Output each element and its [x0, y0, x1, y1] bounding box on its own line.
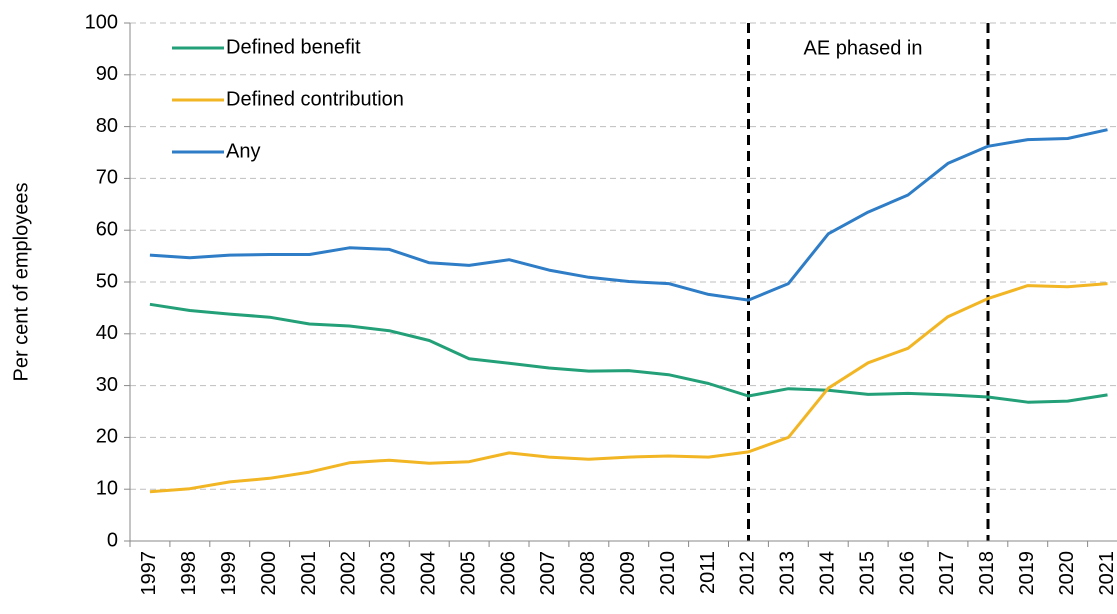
y-tick-label: 0	[107, 529, 118, 551]
x-tick-label: 2007	[537, 551, 559, 596]
y-tick-label: 80	[96, 115, 118, 137]
x-tick-label: 2015	[856, 551, 878, 596]
x-tick-label: 2008	[577, 551, 599, 596]
legend-label: Defined contribution	[226, 88, 404, 110]
series-line	[149, 302, 1108, 404]
legend-label: Defined benefit	[226, 36, 361, 58]
series-line	[149, 282, 1108, 494]
y-tick-label: 30	[96, 374, 118, 396]
y-tick-label: 40	[96, 322, 118, 344]
x-tick-label: 2001	[298, 551, 320, 596]
x-tick-label: 2005	[457, 551, 479, 596]
x-tick-label: 2017	[936, 551, 958, 596]
y-tick-label: 100	[85, 11, 118, 33]
y-axis-label: Per cent of employees	[10, 183, 32, 382]
x-tick-label: 2004	[418, 551, 440, 596]
y-tick-label: 70	[96, 167, 118, 189]
y-tick-label: 90	[96, 63, 118, 85]
x-tick-label: 2011	[697, 551, 719, 594]
x-tick-label: 2014	[817, 551, 839, 596]
x-tick-label: 2019	[1016, 551, 1038, 596]
x-tick-label: 2009	[617, 551, 639, 596]
annotation: AE phased in	[804, 37, 923, 59]
x-tick-label: 2018	[976, 551, 998, 596]
series-line	[149, 128, 1108, 302]
x-tick-label: 2000	[258, 551, 280, 596]
y-tick-label: 60	[96, 218, 118, 240]
y-tick-label: 10	[96, 477, 118, 499]
x-tick-label: 1998	[178, 551, 200, 596]
x-tick-label: 2012	[737, 551, 759, 596]
x-tick-label: 1997	[138, 551, 160, 596]
x-tick-label: 1999	[218, 551, 240, 596]
x-tick-label: 2002	[338, 551, 360, 596]
x-tick-label: 2021	[1096, 551, 1117, 596]
legend-label: Any	[226, 140, 260, 162]
x-tick-label: 2010	[657, 551, 679, 596]
x-tick-label: 2013	[777, 551, 799, 596]
y-tick-label: 50	[96, 270, 118, 292]
x-tick-label: 2006	[497, 551, 519, 596]
x-tick-label: 2003	[378, 551, 400, 596]
x-tick-label: 2020	[1056, 551, 1078, 596]
y-tick-label: 20	[96, 426, 118, 448]
x-tick-label: 2016	[896, 551, 918, 596]
